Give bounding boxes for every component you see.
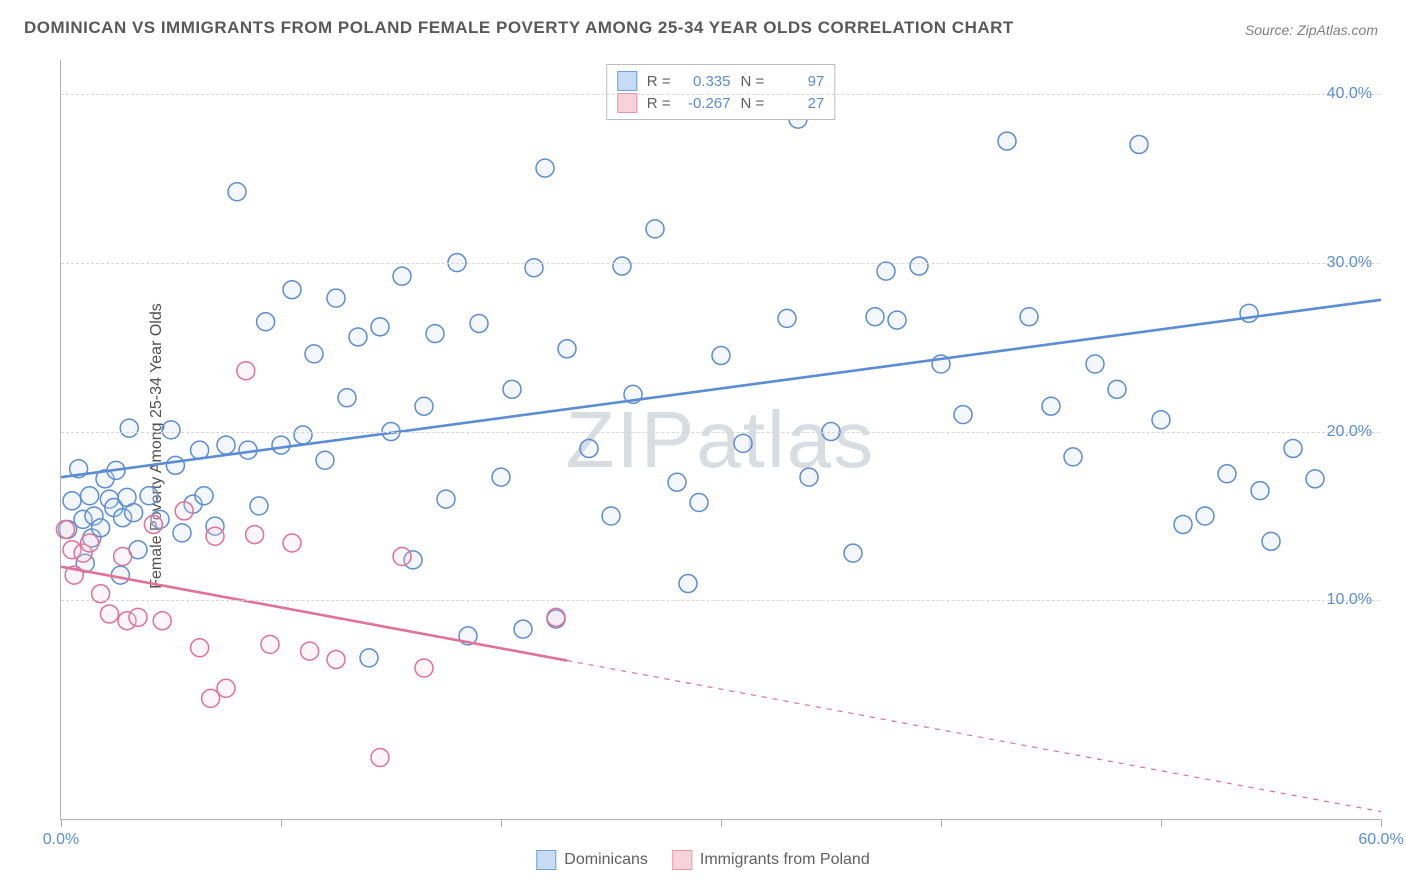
r-value-1: 0.335: [681, 73, 731, 90]
gridline: [61, 94, 1380, 95]
legend-label-poland: Immigrants from Poland: [700, 851, 870, 869]
x-tick: [1381, 819, 1382, 827]
chart-plot-area: ZIPatlas R = 0.335 N = 97 R = -0.267 N =…: [60, 60, 1380, 820]
n-label-2: N =: [741, 95, 765, 112]
gridline: [61, 600, 1380, 601]
x-tick-label: 0.0%: [43, 831, 79, 849]
r-label-1: R =: [647, 73, 671, 90]
x-tick-label: 60.0%: [1358, 831, 1403, 849]
n-value-1: 97: [774, 73, 824, 90]
correlation-row-2: R = -0.267 N = 27: [617, 92, 825, 114]
legend-label-dominicans: Dominicans: [564, 851, 648, 869]
n-value-2: 27: [774, 95, 824, 112]
x-tick: [721, 819, 722, 827]
y-tick-label: 30.0%: [1327, 254, 1372, 272]
gridline: [61, 432, 1380, 433]
gridline: [61, 263, 1380, 264]
r-label-2: R =: [647, 95, 671, 112]
correlation-legend: R = 0.335 N = 97 R = -0.267 N = 27: [606, 64, 836, 120]
legend-item-dominicans: Dominicans: [536, 850, 648, 870]
x-tick: [61, 819, 62, 827]
source-attribution: Source: ZipAtlas.com: [1245, 22, 1378, 38]
n-label-1: N =: [741, 73, 765, 90]
legend-item-poland: Immigrants from Poland: [672, 850, 870, 870]
correlation-row-1: R = 0.335 N = 97: [617, 70, 825, 92]
series-legend: Dominicans Immigrants from Poland: [536, 850, 869, 870]
swatch-series1: [617, 71, 637, 91]
scatter-plot-svg: [61, 60, 1380, 819]
x-tick: [1161, 819, 1162, 827]
chart-title: DOMINICAN VS IMMIGRANTS FROM POLAND FEMA…: [24, 18, 1014, 38]
swatch-dominicans: [536, 850, 556, 870]
x-tick: [281, 819, 282, 827]
r-value-2: -0.267: [681, 95, 731, 112]
y-tick-label: 10.0%: [1327, 591, 1372, 609]
swatch-poland: [672, 850, 692, 870]
x-tick: [941, 819, 942, 827]
y-tick-label: 40.0%: [1327, 85, 1372, 103]
swatch-series2: [617, 93, 637, 113]
x-tick: [501, 819, 502, 827]
y-tick-label: 20.0%: [1327, 423, 1372, 441]
